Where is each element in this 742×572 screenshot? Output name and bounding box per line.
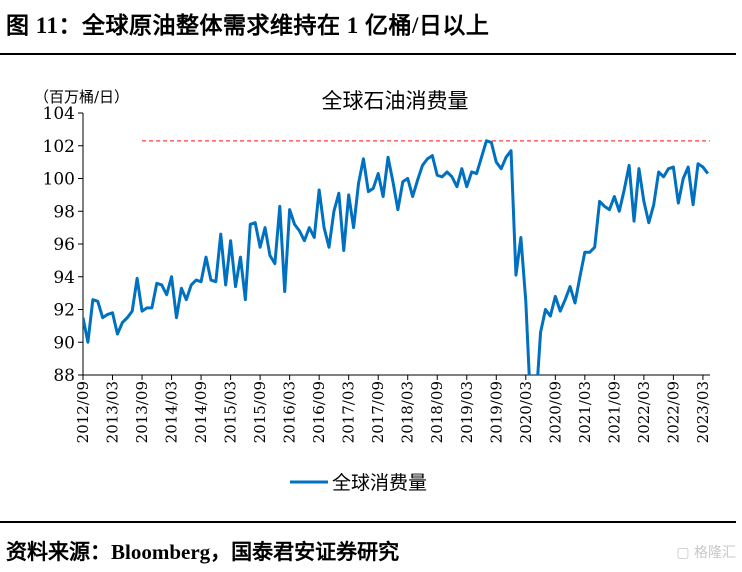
top-divider — [0, 53, 736, 55]
y-tick-label: 100 — [43, 170, 75, 190]
x-tick-label: 2014/03 — [163, 381, 181, 443]
y-tick-label: 104 — [43, 104, 75, 124]
x-tick-label: 2022/03 — [635, 381, 653, 443]
x-tick-label: 2017/09 — [369, 381, 387, 443]
source-note: 资料来源：Bloomberg，国泰君安证券研究 — [6, 540, 400, 564]
y-tick-label: 102 — [43, 137, 75, 157]
x-tick-label: 2016/09 — [310, 381, 328, 443]
x-tick-label: 2021/09 — [605, 381, 623, 443]
x-tick-label: 2021/03 — [576, 381, 594, 443]
x-tick-label: 2018/09 — [428, 381, 446, 443]
y-tick-label: 94 — [53, 268, 75, 288]
bottom-divider — [0, 521, 736, 523]
y-tick-label: 92 — [53, 301, 75, 321]
x-tick-label: 2015/03 — [222, 381, 240, 443]
y-tick-label: 96 — [53, 235, 75, 255]
x-tick-label: 2022/09 — [664, 381, 682, 443]
x-tick-label: 2020/09 — [546, 381, 564, 443]
y-axis-unit: （百万桶/日） — [34, 88, 129, 106]
y-tick-label: 90 — [53, 333, 75, 353]
figure-title: 图 11：全球原油整体需求维持在 1 亿桶/日以上 — [6, 13, 490, 38]
x-tick-label: 2017/03 — [340, 381, 358, 443]
x-tick-label: 2014/09 — [192, 381, 210, 443]
y-tick-label: 88 — [53, 366, 75, 386]
legend-label: 全球消费量 — [332, 472, 427, 494]
x-tick-label: 2018/03 — [399, 381, 417, 443]
x-tick-label: 2019/09 — [487, 381, 505, 443]
x-tick-label: 2013/09 — [133, 381, 151, 443]
x-tick-label: 2016/03 — [281, 381, 299, 443]
x-tick-label: 2023/03 — [694, 381, 712, 443]
y-tick-label: 98 — [53, 202, 75, 222]
line-chart: （百万桶/日） 全球石油消费量 88 90 92 94 96 98 100 102 104 201… — [34, 88, 712, 494]
x-tick-label: 2015/09 — [251, 381, 269, 443]
chart-title: 全球石油消费量 — [322, 89, 469, 113]
legend: 全球消费量 — [290, 472, 427, 494]
x-tick-label: 2019/03 — [458, 381, 476, 443]
series-line-global-consumption — [83, 139, 710, 375]
watermark-logo: ▢ 格隆汇 — [676, 545, 736, 561]
x-tick-label: 2013/03 — [104, 381, 122, 443]
x-tick-label: 2020/03 — [517, 381, 535, 443]
x-tick-label: 2012/09 — [74, 381, 92, 443]
